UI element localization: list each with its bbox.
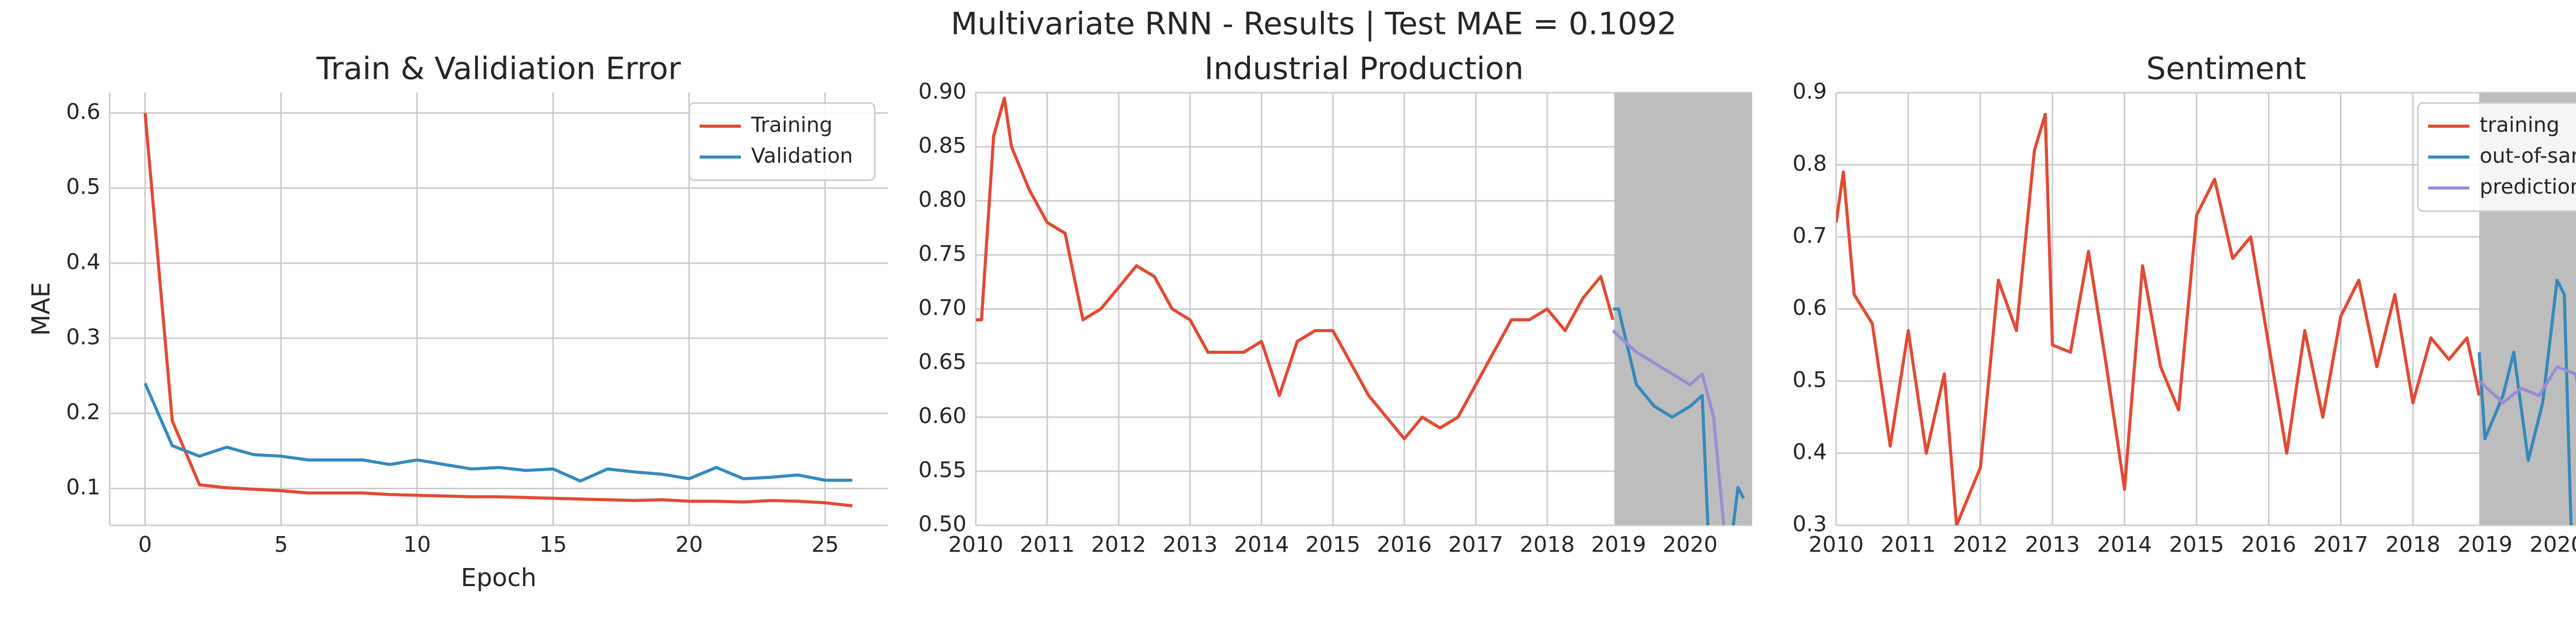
y-tick-label: 0.80 <box>918 187 967 212</box>
x-tick-label: 10 <box>403 532 431 557</box>
y-axis-label: MAE <box>27 282 56 336</box>
y-tick-label: 0.1 <box>66 474 100 500</box>
y-tick-label: 0.4 <box>66 249 100 274</box>
x-tick-label: 2014 <box>2097 532 2152 557</box>
series-line <box>2478 279 2573 525</box>
y-tick-label: 0.70 <box>918 295 967 320</box>
legend-label: Validation <box>751 144 853 168</box>
x-tick-label: 5 <box>274 532 288 557</box>
x-tick-label: 2020 <box>2530 532 2576 557</box>
series-line <box>1612 329 1725 525</box>
x-tick-label: 2018 <box>1520 532 1575 557</box>
series-line <box>143 113 853 508</box>
x-tick-label: 2018 <box>2385 532 2441 557</box>
legend-box <box>688 102 876 181</box>
figure-title: Multivariate RNN - Results | Test MAE = … <box>951 6 1676 42</box>
x-tick-label: 2017 <box>1448 532 1503 557</box>
x-tick-label: 2013 <box>2025 532 2080 557</box>
y-tick-label: 0.60 <box>918 403 967 428</box>
x-tick-label: 25 <box>811 532 839 557</box>
y-tick-label: 0.8 <box>1792 151 1827 176</box>
y-tick-label: 0.6 <box>1792 295 1827 320</box>
legend-box <box>2417 102 2576 212</box>
shaded-span <box>1614 93 1752 525</box>
y-tick-label: 0.5 <box>66 174 100 199</box>
y-tick-label: 0.6 <box>66 99 100 124</box>
series-line <box>143 383 853 483</box>
legend-label: prediction <box>2480 175 2576 199</box>
y-tick-label: 0.55 <box>918 457 967 483</box>
series-line <box>1836 113 2481 525</box>
x-tick-label: 2014 <box>1234 532 1289 557</box>
x-tick-label: 2013 <box>1162 532 1217 557</box>
subplot: 2010 2011 2012 2013 2014 2015 2016 2017 2018 2019… <box>918 51 1752 557</box>
x-tick-label: 2016 <box>1377 532 1432 557</box>
x-tick-label: 2012 <box>1953 532 2008 557</box>
legend-label: training <box>2480 113 2560 137</box>
series-line <box>976 96 1615 440</box>
y-tick-label: 0.85 <box>918 133 967 158</box>
y-tick-label: 0.50 <box>918 511 967 537</box>
y-tick-label: 0.90 <box>918 79 967 104</box>
x-tick-label: 2016 <box>2241 532 2296 557</box>
series-line <box>1613 307 1745 525</box>
x-tick-label: 2011 <box>1020 532 1075 557</box>
x-tick-label: 2012 <box>1091 532 1146 557</box>
legend-label: out-of-sample <box>2480 144 2576 168</box>
y-tick-label: 0.3 <box>1792 511 1827 537</box>
x-tick-label: 15 <box>539 532 567 557</box>
x-tick-label: 2015 <box>2169 532 2224 557</box>
x-tick-label: 2010 <box>948 532 1004 557</box>
x-tick-label: 2019 <box>2458 532 2513 557</box>
y-tick-label: 0.2 <box>66 399 100 424</box>
subplot-title: Industrial Production <box>1205 51 1524 87</box>
y-tick-label: 0.9 <box>1792 79 1827 104</box>
y-tick-label: 0.3 <box>66 324 100 349</box>
subplot: 0 5 10 15 20 25 0.1 0.2 0.3 0.4 0.5 0.6 Train & Vali… <box>27 51 888 592</box>
x-tick-label: 20 <box>675 532 703 557</box>
subplot-title: Train & Validiation Error <box>316 51 681 87</box>
legend: Training Validation <box>688 102 876 181</box>
x-tick-label: 2010 <box>1809 532 1864 557</box>
x-axis-label: Epoch <box>461 563 537 592</box>
x-tick-label: 0 <box>138 532 152 557</box>
series-line <box>2478 365 2576 404</box>
y-tick-label: 0.65 <box>918 349 967 374</box>
x-tick-label: 2020 <box>1663 532 1718 557</box>
y-tick-label: 0.4 <box>1792 439 1827 465</box>
x-tick-label: 2017 <box>2313 532 2368 557</box>
y-tick-label: 0.75 <box>918 241 967 266</box>
y-tick-label: 0.7 <box>1792 223 1827 248</box>
x-tick-label: 2015 <box>1306 532 1361 557</box>
legend: training out-of-sample prediction <box>2417 102 2576 212</box>
subplot-title: Sentiment <box>2146 51 2306 87</box>
subplot: 2010 2011 2012 2013 2014 2015 2016 2017 2018 2019… <box>1792 51 2576 557</box>
x-tick-label: 2019 <box>1591 532 1646 557</box>
x-tick-label: 2011 <box>1880 532 1936 557</box>
y-tick-label: 0.5 <box>1792 367 1827 392</box>
legend-label: Training <box>751 113 833 137</box>
